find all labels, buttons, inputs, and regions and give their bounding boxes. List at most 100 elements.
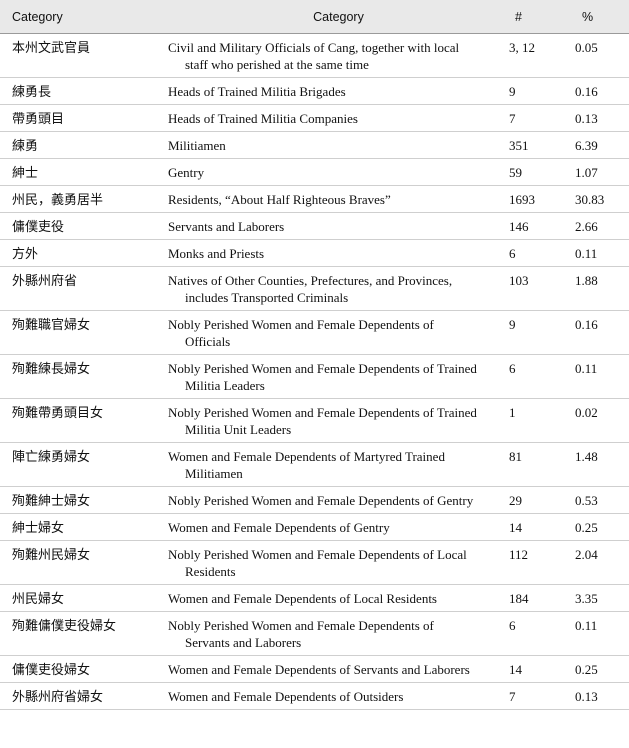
table-cell: 0.16 — [575, 77, 629, 105]
table-row: 外縣州府省婦女 Women and Female Dependents of Ou… — [0, 682, 629, 710]
table-cell: 0.53 — [575, 486, 629, 514]
table-cell: Servants and Laborers — [168, 212, 509, 240]
header-row: Category Category # % — [0, 0, 629, 34]
table-cell: Women and Female Dependents of Gentry — [168, 513, 509, 541]
cell-text: Women and Female Dependents of Outsiders — [168, 689, 404, 704]
cell-text: Heads of Trained Militia Companies — [168, 111, 358, 126]
table-cell: 帶勇頭目 — [0, 104, 168, 132]
data-table: Category Category # % 本州文武官員 Civil and Mi… — [0, 0, 629, 710]
table-cell: 2.04 — [575, 540, 629, 585]
cell-text: Women and Female Dependents of Martyred … — [168, 449, 445, 481]
table-row: 州民婦女 Women and Female Dependents of Local… — [0, 584, 629, 612]
table-row: 帶勇頭目 Heads of Trained Militia Companies 7 0… — [0, 104, 629, 132]
table-cell: 14 — [509, 655, 575, 683]
table-cell: 紳士 — [0, 158, 168, 186]
table-cell: 方外 — [0, 239, 168, 267]
cell-text: Natives of Other Counties, Prefectures, … — [168, 273, 453, 305]
table-cell: Residents, “About Half Righteous Braves” — [168, 185, 509, 213]
table-row: 傭僕吏役 Servants and Laborers 146 2.66 — [0, 212, 629, 240]
cell-text: Women and Female Dependents of Servants … — [168, 662, 470, 677]
table-cell: 1693 — [509, 185, 575, 213]
table-cell: 0.16 — [575, 310, 629, 355]
table-cell: 0.11 — [575, 239, 629, 267]
table-cell: 殉難練長婦女 — [0, 354, 168, 399]
table-cell: Nobly Perished Women and Female Dependen… — [168, 486, 509, 514]
header-cell: Category — [0, 0, 168, 34]
cell-text: Monks and Priests — [168, 246, 265, 261]
table-cell: 傭僕吏役 — [0, 212, 168, 240]
table-cell: Women and Female Dependents of Servants … — [168, 655, 509, 683]
table-cell: Heads of Trained Militia Brigades — [168, 77, 509, 105]
table-cell: 1 — [509, 398, 575, 443]
table-cell: 州民婦女 — [0, 584, 168, 612]
table-cell: 外縣州府省婦女 — [0, 682, 168, 710]
table-cell: 112 — [509, 540, 575, 585]
cell-text: Servants and Laborers — [168, 219, 285, 234]
table-row: 練勇 Militiamen 351 6.39 — [0, 131, 629, 159]
table-cell: 練勇 — [0, 131, 168, 159]
cell-text: Nobly Perished Women and Female Dependen… — [168, 547, 467, 579]
cell-text: Heads of Trained Militia Brigades — [168, 84, 346, 99]
table-cell: 3.35 — [575, 584, 629, 612]
table-cell: 0.05 — [575, 33, 629, 78]
table-row: 傭僕吏役婦女 Women and Female Dependents of Ser… — [0, 655, 629, 683]
table-cell: 殉難傭僕吏役婦女 — [0, 611, 168, 656]
table-row: 殉難州民婦女 Nobly Perished Women and Female De… — [0, 540, 629, 585]
cell-text: Nobly Perished Women and Female Dependen… — [168, 618, 434, 650]
table-row: 殉難紳士婦女 Nobly Perished Women and Female De… — [0, 486, 629, 514]
table-cell: Gentry — [168, 158, 509, 186]
table-row: 殉難職官婦女 Nobly Perished Women and Female De… — [0, 310, 629, 355]
table-row: 外縣州府省 Natives of Other Counties, Prefectu… — [0, 266, 629, 311]
table-cell: 州民，義勇居半 — [0, 185, 168, 213]
table-cell: 殉難州民婦女 — [0, 540, 168, 585]
table-cell: 81 — [509, 442, 575, 487]
table-cell: 0.25 — [575, 655, 629, 683]
table-row: 紳士 Gentry 59 1.07 — [0, 158, 629, 186]
table-cell: 7 — [509, 104, 575, 132]
table-row: 殉難傭僕吏役婦女 Nobly Perished Women and Female … — [0, 611, 629, 656]
cell-text: Gentry — [168, 165, 205, 180]
table-cell: 本州文武官員 — [0, 33, 168, 78]
table-cell: 陣亡練勇婦女 — [0, 442, 168, 487]
table-cell: 2.66 — [575, 212, 629, 240]
table-cell: Heads of Trained Militia Companies — [168, 104, 509, 132]
table-cell: 9 — [509, 77, 575, 105]
table-cell: 14 — [509, 513, 575, 541]
table-cell: 30.83 — [575, 185, 629, 213]
table-cell: 1.48 — [575, 442, 629, 487]
table-cell: 0.11 — [575, 611, 629, 656]
table-cell: 練勇長 — [0, 77, 168, 105]
table-cell: 6 — [509, 611, 575, 656]
table-cell: 1.07 — [575, 158, 629, 186]
table-cell: 殉難紳士婦女 — [0, 486, 168, 514]
table-row: 本州文武官員 Civil and Military Officials of Ca… — [0, 33, 629, 78]
header-cell: Category — [168, 0, 509, 34]
table-cell: 0.11 — [575, 354, 629, 399]
table-row: 陣亡練勇婦女 Women and Female Dependents of Mar… — [0, 442, 629, 487]
table-cell: 29 — [509, 486, 575, 514]
table-cell: 103 — [509, 266, 575, 311]
table-cell: 0.02 — [575, 398, 629, 443]
cell-text: Nobly Perished Women and Female Dependen… — [168, 317, 434, 349]
table-cell: Nobly Perished Women and Female Dependen… — [168, 310, 509, 355]
table-cell: Nobly Perished Women and Female Dependen… — [168, 398, 509, 443]
table-cell: 184 — [509, 584, 575, 612]
table-cell: 6 — [509, 239, 575, 267]
table-cell: Natives of Other Counties, Prefectures, … — [168, 266, 509, 311]
cell-text: Nobly Perished Women and Female Dependen… — [168, 405, 477, 437]
cell-text: Women and Female Dependents of Gentry — [168, 520, 390, 535]
table-row: 練勇長 Heads of Trained Militia Brigades 9 0.1… — [0, 77, 629, 105]
table-cell: 3, 12 — [509, 33, 575, 78]
table-cell: 紳士婦女 — [0, 513, 168, 541]
table-cell: Women and Female Dependents of Outsiders — [168, 682, 509, 710]
table-cell: 殉難職官婦女 — [0, 310, 168, 355]
table-cell: 傭僕吏役婦女 — [0, 655, 168, 683]
table-cell: Militiamen — [168, 131, 509, 159]
table-cell: Civil and Military Officials of Cang, to… — [168, 33, 509, 78]
table-cell: 146 — [509, 212, 575, 240]
cell-text: Women and Female Dependents of Local Res… — [168, 591, 437, 606]
header-cell: % — [575, 0, 629, 34]
table-row: 方外 Monks and Priests 6 0.11 — [0, 239, 629, 267]
cell-text: Militiamen — [168, 138, 226, 153]
